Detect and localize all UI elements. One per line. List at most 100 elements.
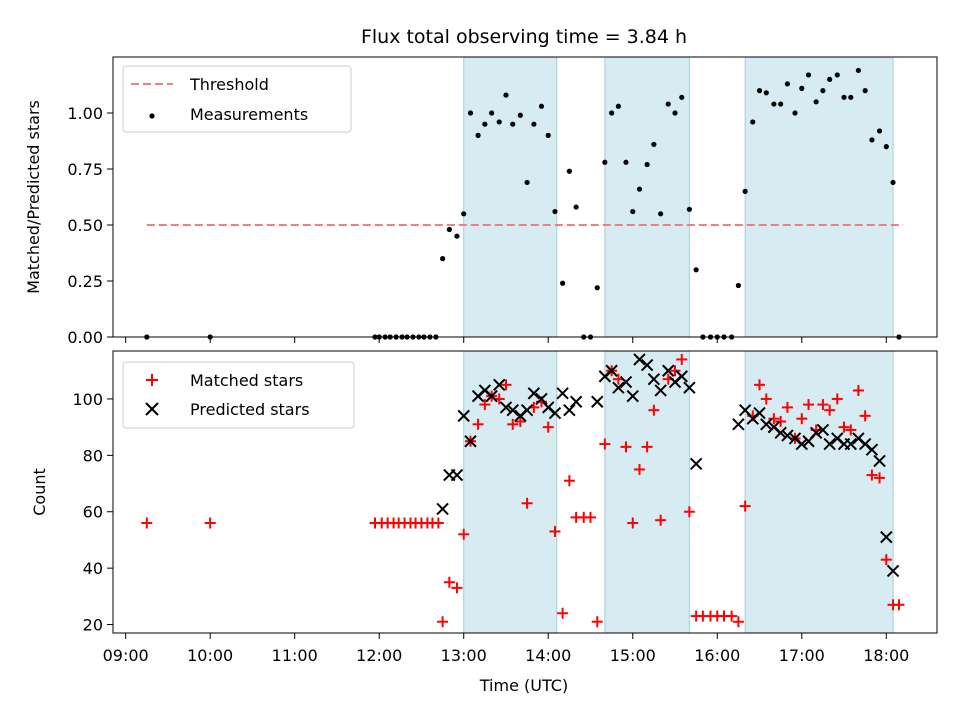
matched-star-point bbox=[859, 410, 871, 422]
predicted-star-point bbox=[612, 381, 625, 394]
matched-star-point bbox=[655, 514, 667, 526]
bottom-y-tick-label: 60 bbox=[83, 503, 103, 522]
measurements-legend-marker bbox=[149, 113, 155, 119]
measurement-point bbox=[623, 159, 629, 165]
matched-star-point bbox=[507, 418, 519, 430]
measurement-point bbox=[799, 85, 805, 91]
matched-star-point bbox=[803, 399, 815, 411]
matched-star-point bbox=[634, 463, 646, 475]
matched-star-point bbox=[893, 599, 905, 611]
x-tick-label: 11:00 bbox=[272, 646, 318, 665]
legend-matched-label: Matched stars bbox=[190, 371, 303, 390]
x-tick-label: 09:00 bbox=[103, 646, 149, 665]
x-axis-label: Time (UTC) bbox=[479, 676, 568, 695]
measurement-point bbox=[482, 121, 488, 127]
bottom-y-tick-label: 40 bbox=[83, 559, 103, 578]
measurement-point bbox=[531, 121, 537, 127]
top-y-ticks: 0.00 0.25 0.50 0.75 1.00 bbox=[67, 104, 113, 347]
x-tick-label: 16:00 bbox=[694, 646, 740, 665]
matched-star-point bbox=[432, 517, 444, 529]
x-tick-label: 17:00 bbox=[779, 646, 825, 665]
matched-star-point bbox=[620, 441, 632, 453]
matched-star-point bbox=[479, 399, 491, 411]
matched-star-point bbox=[437, 616, 449, 628]
predicted-star-point bbox=[647, 372, 661, 386]
predicted-star-point bbox=[732, 418, 745, 431]
bottom-axes-frame bbox=[112, 350, 938, 634]
predicted-star-point bbox=[499, 401, 513, 414]
predicted-star-point bbox=[450, 468, 464, 482]
matched-star-point bbox=[775, 416, 787, 427]
predicted-star-point bbox=[548, 406, 562, 420]
matched-star-point bbox=[542, 421, 554, 433]
measurement-point bbox=[489, 110, 495, 116]
measurement-point bbox=[855, 67, 862, 74]
measurement-point bbox=[467, 110, 474, 116]
measurement-point bbox=[524, 179, 530, 186]
bottom-y-ticks: 20 40 60 80 100 bbox=[72, 390, 113, 635]
matched-star-point bbox=[831, 393, 843, 405]
matched-star-point bbox=[676, 353, 688, 365]
predicted-star-point bbox=[535, 392, 548, 406]
predicted-star-point bbox=[689, 457, 703, 471]
matched-star-point bbox=[866, 469, 878, 481]
predicted-star-point bbox=[464, 435, 477, 448]
observing-window-top-0 bbox=[463, 56, 558, 338]
measurement-point bbox=[573, 204, 579, 210]
measurement-point bbox=[461, 211, 467, 217]
top-y-tick-label: 0.50 bbox=[67, 216, 103, 235]
predicted-star-point bbox=[662, 364, 675, 377]
matched-star-point bbox=[563, 475, 575, 487]
predicted-star-point bbox=[640, 358, 654, 372]
matched-star-point bbox=[726, 610, 738, 622]
matched-star-point bbox=[641, 441, 653, 453]
matched-star-point bbox=[760, 393, 772, 405]
measurement-point bbox=[446, 226, 452, 233]
measurement-point bbox=[602, 159, 608, 165]
measurement-point bbox=[883, 144, 889, 150]
top-y-tick-label: 0.25 bbox=[67, 272, 103, 291]
observing-window-bottom-1 bbox=[604, 350, 690, 634]
measurement-point bbox=[686, 206, 692, 212]
matched-star-point bbox=[458, 528, 470, 540]
bottom-panel: 20 40 60 80 100 09:00 10:00 11:00 12:00 13:00 14:… bbox=[30, 350, 938, 695]
matched-star-point bbox=[732, 616, 744, 628]
predicted-star-point bbox=[506, 404, 519, 417]
x-tick-label: 14:00 bbox=[525, 646, 571, 665]
measurement-point bbox=[771, 101, 777, 107]
matched-star-point bbox=[768, 413, 780, 425]
matched-star-point bbox=[648, 404, 660, 416]
chart-title: Flux total observing time = 3.84 h bbox=[361, 26, 687, 48]
predicted-star-point bbox=[873, 454, 886, 468]
measurement-point bbox=[566, 168, 572, 174]
matched-star-point bbox=[852, 384, 864, 396]
measurement-point bbox=[538, 103, 545, 109]
predicted-star-point bbox=[886, 564, 900, 578]
matched-star-point bbox=[781, 401, 793, 413]
matched-star-point bbox=[838, 421, 850, 433]
matched-star-point bbox=[880, 554, 892, 566]
predicted-star-point bbox=[675, 370, 688, 383]
measurement-point bbox=[636, 186, 643, 192]
matched-star-point bbox=[451, 582, 463, 594]
top-y-axis-label: Matched/Predicted stars bbox=[24, 100, 43, 294]
predicted-star-point bbox=[683, 381, 696, 394]
measurement-point bbox=[644, 161, 650, 168]
predicted-star-point bbox=[605, 364, 618, 377]
measurement-point bbox=[756, 88, 763, 94]
bottom-observing-windows bbox=[463, 350, 894, 634]
measurement-point bbox=[869, 137, 875, 143]
matched-star-point bbox=[443, 576, 455, 588]
top-y-tick-label: 0.00 bbox=[67, 328, 103, 347]
measurement-point bbox=[545, 132, 551, 138]
top-observing-windows bbox=[463, 56, 894, 338]
bottom-legend: Matched stars Predicted stars bbox=[122, 361, 355, 429]
matched-star-point bbox=[557, 607, 569, 619]
matched-star-point bbox=[141, 517, 153, 529]
measurement-point bbox=[665, 101, 671, 107]
predicted-star-point bbox=[436, 502, 449, 516]
observing-window-top-1 bbox=[604, 56, 690, 338]
measurement-point bbox=[750, 119, 756, 125]
x-tick-label: 12:00 bbox=[356, 646, 402, 665]
predicted-star-point bbox=[880, 530, 893, 544]
